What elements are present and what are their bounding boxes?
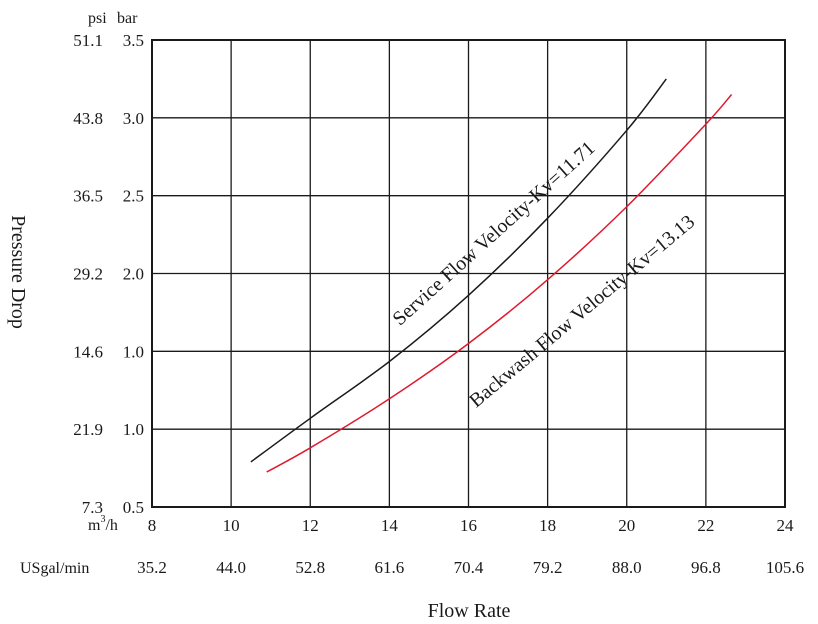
x-secondary-tick-label: 79.2 [533, 558, 563, 577]
y-axis-title: Pressure Drop [7, 215, 29, 329]
plot-frame [151, 39, 786, 508]
tick-labels: 8 10 12 14 16 18 20 22 24 35.2 44.0 52.8 61.6 70.4 79.… [73, 31, 804, 577]
y-bar-tick-label: 1.0 [123, 420, 144, 439]
x-secondary-tick-label: 61.6 [375, 558, 405, 577]
x-unit-primary-base: m [88, 517, 101, 534]
x-secondary-tick-label: 88.0 [612, 558, 642, 577]
y-bar-tick-label: 2.0 [123, 265, 144, 284]
x-unit-primary-sup: 3 [100, 514, 105, 525]
series-lines [250, 78, 733, 473]
service-curve-label: Service Flow Velocity-Kv=11.71 [389, 137, 600, 330]
x-tick-label: 14 [381, 516, 399, 535]
y-bar-tick-label: 3.0 [123, 109, 144, 128]
y-bar-tick-label: 2.5 [123, 187, 144, 206]
y-bar-tick-label: 0.5 [123, 498, 144, 517]
y-psi-tick-label: 29.2 [73, 265, 103, 284]
x-tick-label: 12 [302, 516, 319, 535]
backwash-flow-line [266, 94, 733, 473]
x-secondary-tick-label: 70.4 [454, 558, 484, 577]
x-tick-label: 24 [777, 516, 795, 535]
y-bar-tick-label: 3.5 [123, 31, 144, 50]
grid [151, 39, 786, 508]
x-secondary-tick-label: 35.2 [137, 558, 167, 577]
x-secondary-tick-label: 52.8 [295, 558, 325, 577]
x-secondary-tick-label: 44.0 [216, 558, 246, 577]
y-psi-tick-label: 51.1 [73, 31, 103, 50]
x-unit-secondary-label: USgal/min [20, 560, 89, 577]
x-tick-label: 8 [148, 516, 157, 535]
x-secondary-tick-label: 105.6 [766, 558, 804, 577]
x-secondary-tick-label: 96.8 [691, 558, 721, 577]
service-flow-line [250, 78, 667, 463]
x-axis-title: Flow Rate [428, 600, 511, 622]
x-tick-label: 10 [223, 516, 240, 535]
y-psi-tick-label: 36.5 [73, 187, 103, 206]
x-unit-primary-tail: /h [105, 517, 117, 534]
x-tick-label: 22 [697, 516, 714, 535]
x-tick-label: 18 [539, 516, 556, 535]
psi-unit-label: psi [88, 10, 107, 27]
y-psi-tick-label: 7.3 [82, 498, 103, 517]
y-psi-tick-label: 43.8 [73, 109, 103, 128]
y-psi-tick-label: 14.6 [73, 342, 103, 361]
x-unit-primary-label: m3/h [88, 514, 118, 534]
y-psi-tick-label: 21.9 [73, 420, 103, 439]
x-tick-label: 20 [618, 516, 635, 535]
y-bar-tick-label: 1.0 [123, 342, 144, 361]
bar-unit-label: bar [117, 10, 138, 27]
x-tick-label: 16 [460, 516, 477, 535]
